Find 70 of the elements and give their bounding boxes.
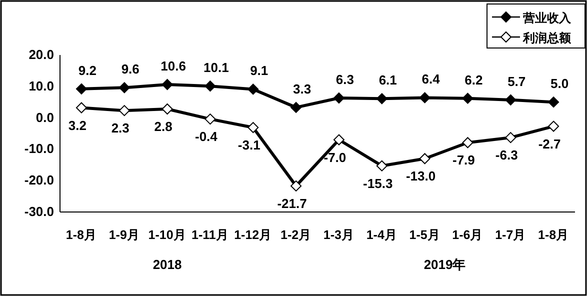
point xyxy=(162,104,173,115)
data-label: -6.3 xyxy=(495,148,518,163)
data-label: 10.1 xyxy=(204,60,229,76)
data-label: -21.7 xyxy=(277,196,307,211)
x-tick-label: 1-11月 xyxy=(192,228,229,242)
point xyxy=(333,92,344,104)
point xyxy=(248,84,259,95)
point xyxy=(505,94,516,106)
data-label: 5.0 xyxy=(550,76,569,92)
x-tick-label: 1-5月 xyxy=(409,228,440,242)
x-tick-label: 1-6月 xyxy=(452,228,484,242)
point xyxy=(76,102,87,114)
data-label: -2.7 xyxy=(538,136,561,152)
legend-label: 营业收入 xyxy=(522,11,572,25)
point xyxy=(462,92,474,104)
x-tick-label: 1-8月 xyxy=(66,228,97,242)
point xyxy=(118,82,130,94)
data-label: 6.2 xyxy=(464,72,483,88)
point xyxy=(290,102,302,113)
y-tick-label: -20.0 xyxy=(24,172,54,188)
point xyxy=(419,92,430,104)
y-tick-label: -10.0 xyxy=(24,141,54,156)
data-label: 9.1 xyxy=(250,63,268,78)
data-label: -13.0 xyxy=(406,168,436,184)
point xyxy=(333,134,344,146)
point xyxy=(204,114,216,125)
y-tick-label: 0.0 xyxy=(36,110,54,125)
point xyxy=(76,83,87,94)
x-tick-label: 1-3月 xyxy=(323,228,354,242)
point xyxy=(376,160,388,172)
data-label: 2.8 xyxy=(154,119,172,134)
data-label: 6.3 xyxy=(336,72,354,88)
point xyxy=(162,79,173,90)
data-label: 9.6 xyxy=(121,62,140,77)
x-tick-label: 1-2月 xyxy=(280,228,312,242)
point xyxy=(419,153,430,164)
data-label: -15.3 xyxy=(363,176,393,191)
data-label: 10.6 xyxy=(160,58,186,74)
x-tick-label: 1-7月 xyxy=(495,228,526,242)
data-label: 3.2 xyxy=(68,118,86,133)
text: 2019年 xyxy=(424,257,466,272)
y-tick-label: 20.0 xyxy=(28,47,54,62)
point xyxy=(118,105,130,116)
point xyxy=(204,80,216,92)
point xyxy=(376,93,388,104)
data-label: -3.1 xyxy=(238,138,260,153)
point xyxy=(462,137,474,148)
data-label: -7.9 xyxy=(452,152,475,168)
y-tick-label: 10.0 xyxy=(28,78,54,94)
data-label: 2.3 xyxy=(111,120,130,136)
data-label: 5.7 xyxy=(508,74,526,89)
data-label: -0.4 xyxy=(195,129,218,144)
x-tick-label: 1-4月 xyxy=(366,228,398,242)
text: 2018 xyxy=(152,257,182,272)
x-tick-label: 1-8月 xyxy=(538,228,570,242)
data-label: 3.3 xyxy=(293,81,312,96)
point xyxy=(290,180,302,192)
data-label: -7.0 xyxy=(324,150,346,165)
point xyxy=(548,120,560,132)
legend-label: 利润总额 xyxy=(522,31,572,45)
point xyxy=(505,132,516,144)
data-label: 9.2 xyxy=(78,62,96,78)
point xyxy=(248,122,259,134)
data-label: 6.1 xyxy=(378,72,397,88)
y-tick-label: -30.0 xyxy=(24,204,54,219)
x-tick-label: 1-9月 xyxy=(108,228,140,242)
point xyxy=(548,96,560,108)
x-tick-label: 1-12月 xyxy=(234,228,272,242)
data-label: 6.4 xyxy=(422,72,441,87)
x-tick-label: 1-10月 xyxy=(148,228,186,242)
